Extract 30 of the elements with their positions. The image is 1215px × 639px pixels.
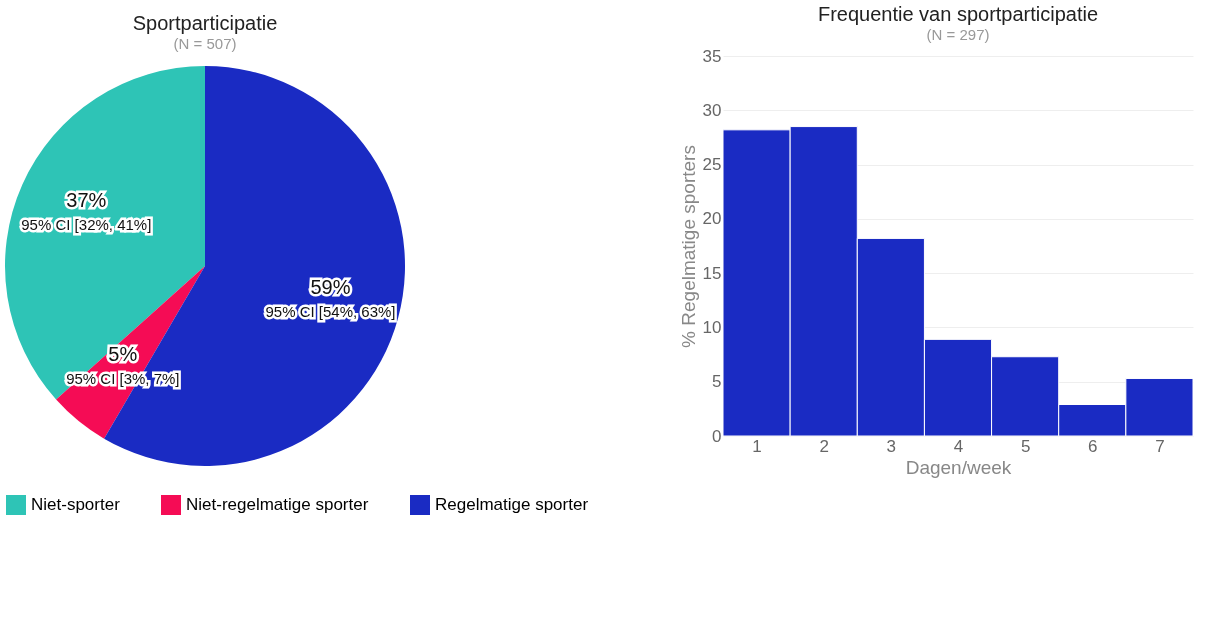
y-tick-label: 20 — [702, 209, 722, 229]
data-label: 59% — [310, 275, 351, 298]
y-tick-label: 5 — [712, 372, 722, 392]
legend-label: Regelmatige sporter — [435, 495, 589, 514]
data-label: 5% — [108, 342, 138, 365]
text: 95% CI [32%, 41%] — [21, 216, 152, 233]
y-tick-label: 10 — [702, 317, 722, 337]
x-tick-label: 4 — [953, 436, 964, 456]
x-tick-label: 2 — [819, 436, 829, 456]
y-tick-label: 15 — [702, 263, 722, 283]
x-axis-title: Dagen/week — [905, 456, 1012, 478]
pie-slice — [5, 66, 205, 400]
x-tick-label: 7 — [1155, 436, 1165, 456]
chart-title: Sportparticipatie — [132, 12, 278, 34]
x-tick-label: 1 — [752, 436, 762, 456]
y-tick-label: 35 — [702, 46, 722, 66]
chart-subtitle: (N = 507) — [173, 35, 237, 52]
text: 95% CI [54%, 63%] — [265, 302, 396, 320]
y-axis-title: % Regelmatige sporters — [677, 145, 699, 348]
legend-label: Niet-sporter — [31, 495, 121, 514]
chart-title: Frequentie van sportparticipatie — [817, 3, 1099, 25]
y-tick-label: 25 — [702, 155, 722, 175]
legend-label: Niet-regelmatige sporter — [186, 495, 369, 514]
y-tick-label: 0 — [712, 426, 722, 446]
chart-subtitle: (N = 297) — [926, 26, 990, 43]
data-label: 37% — [66, 189, 107, 211]
y-tick-label: 30 — [702, 100, 722, 120]
x-tick-label: 6 — [1088, 436, 1098, 456]
x-tick-label: 5 — [1020, 436, 1031, 456]
x-tick-label: 3 — [886, 436, 897, 456]
